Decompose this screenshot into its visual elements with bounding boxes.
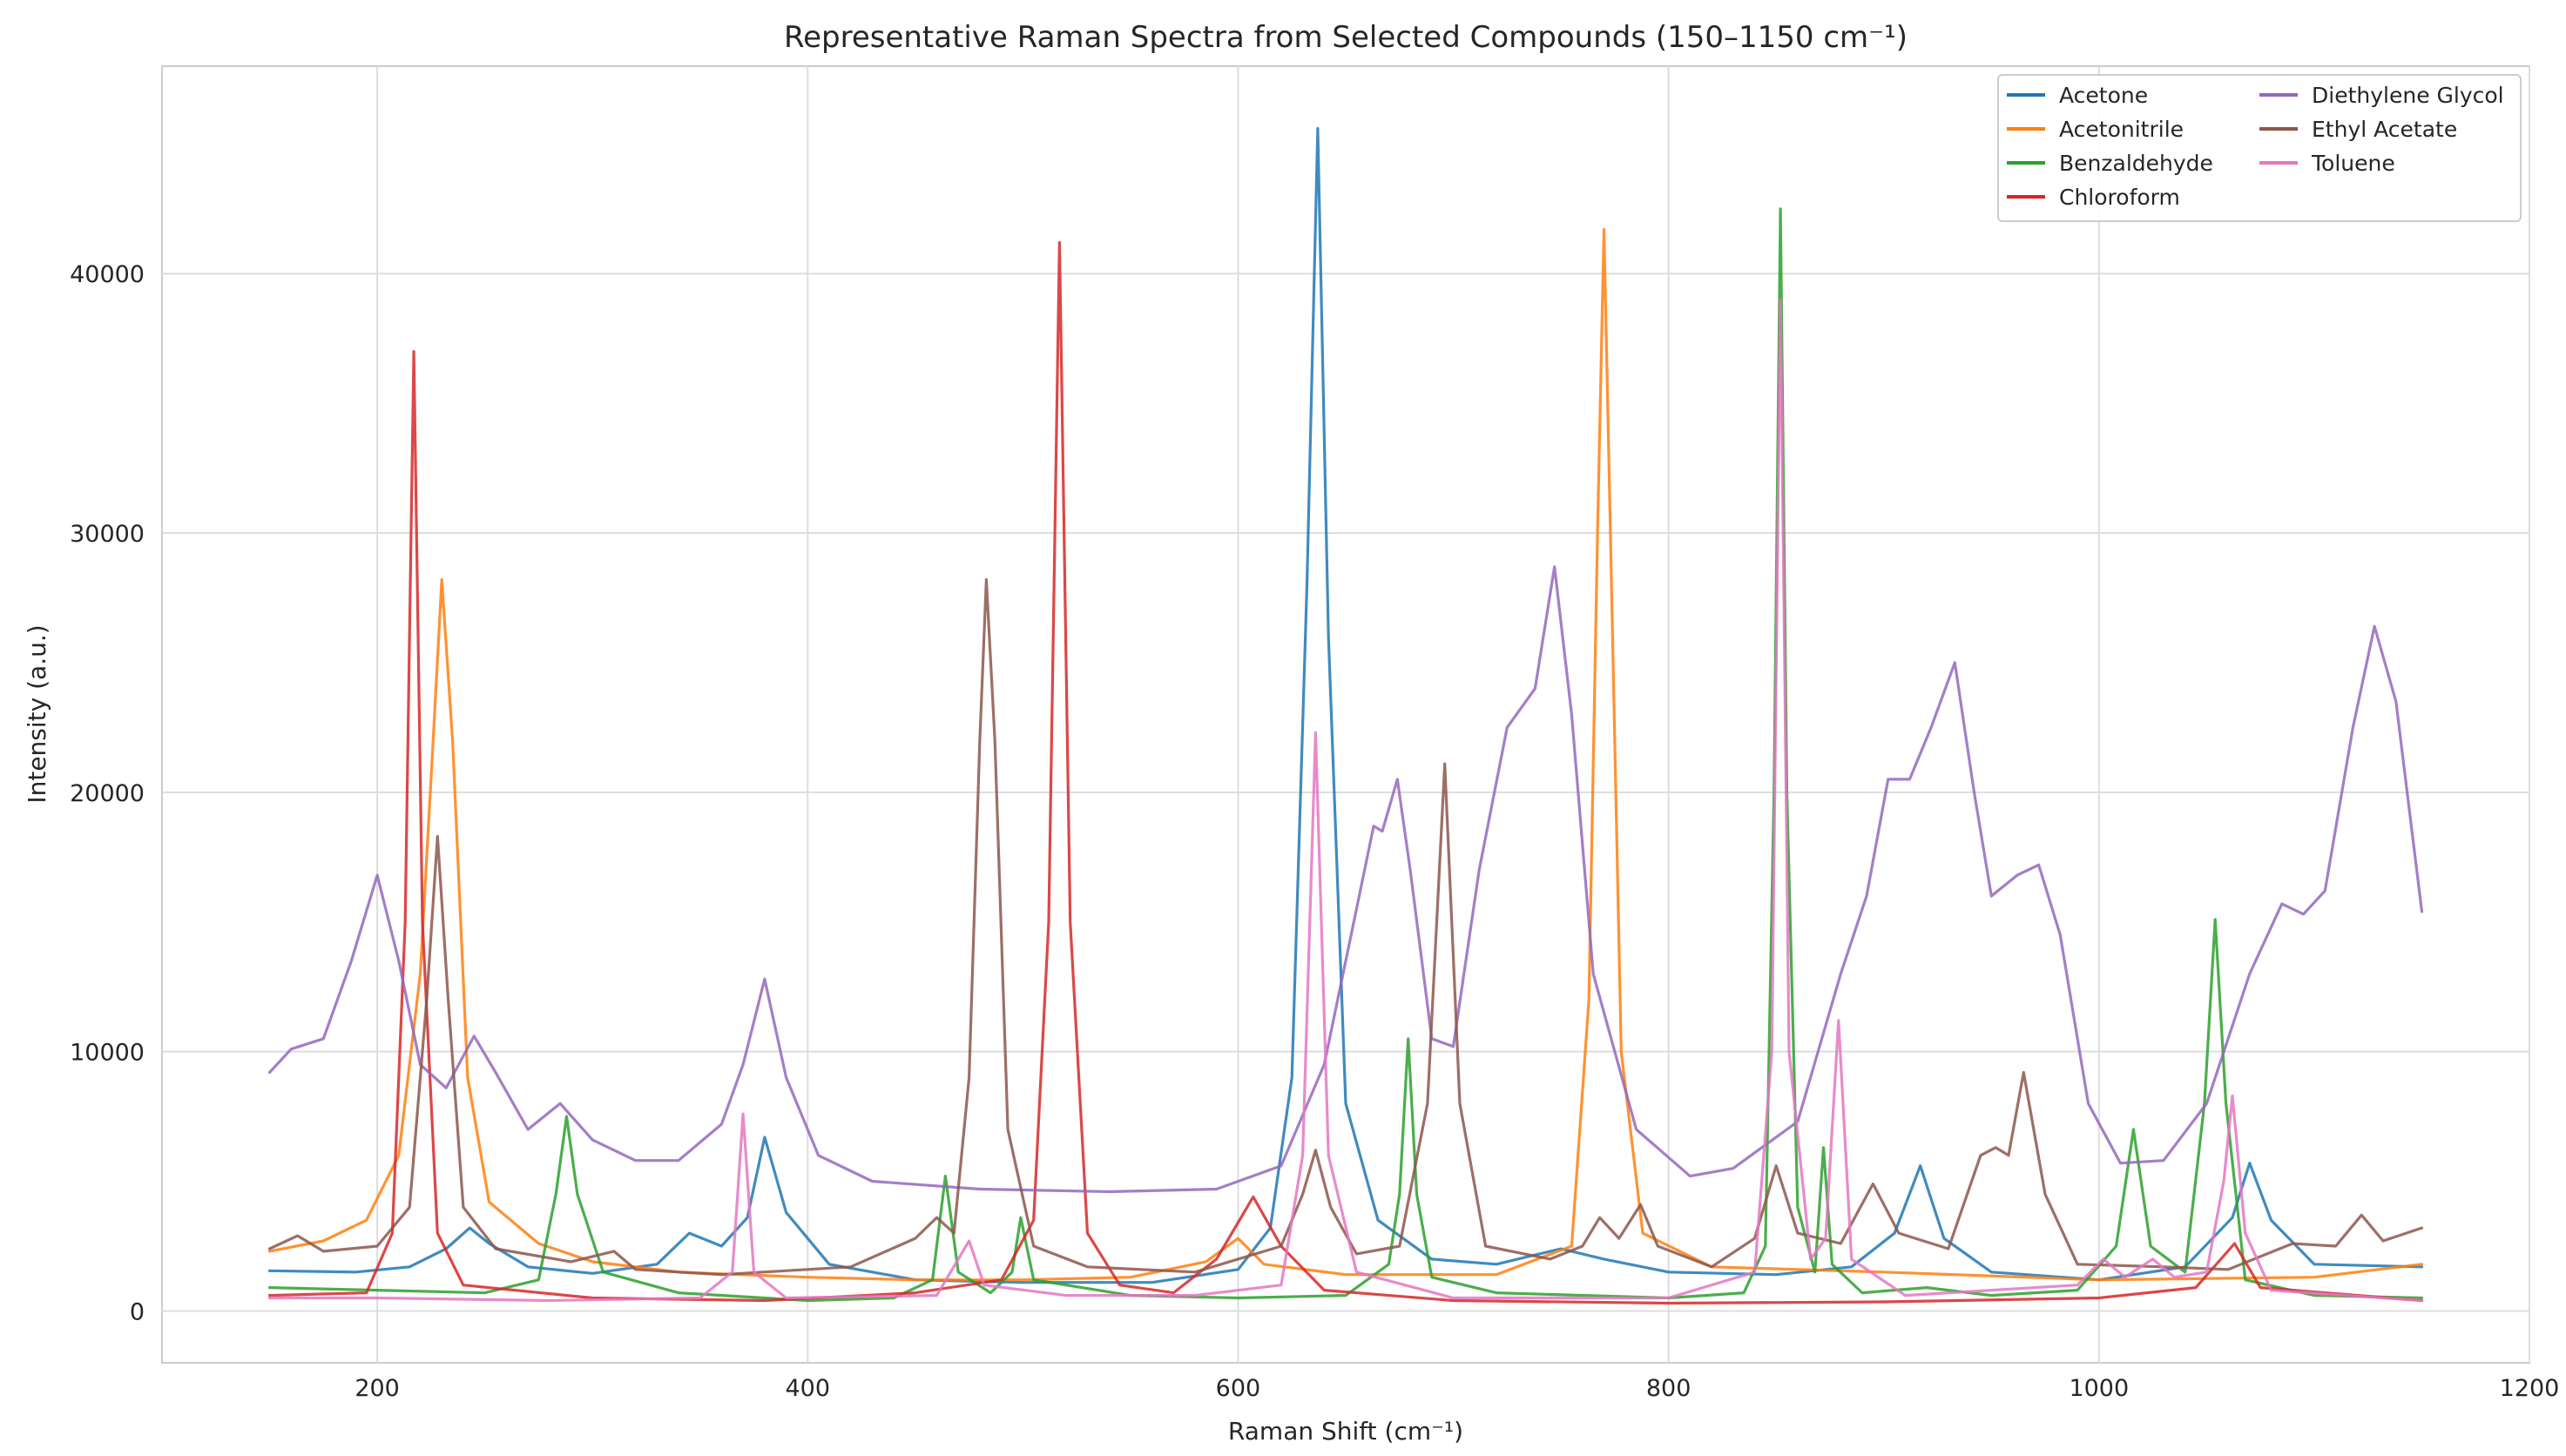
legend-label-diethylene-glycol: Diethylene Glycol (2312, 83, 2504, 108)
series-line-diethylene-glycol (267, 565, 2424, 1194)
legend-label-acetonitrile: Acetonitrile (2059, 117, 2184, 142)
y-tick-label: 20000 (70, 780, 145, 807)
y-tick-label: 0 (130, 1298, 145, 1325)
y-axis-label: Intensity (a.u.) (23, 624, 51, 803)
y-tick-label: 30000 (70, 521, 145, 548)
series-line-toluene (267, 298, 2424, 1303)
legend-label-benzaldehyde: Benzaldehyde (2059, 151, 2213, 176)
x-tick-label: 200 (355, 1375, 400, 1402)
chart-title: Representative Raman Spectra from Select… (784, 20, 1908, 55)
x-tick-label: 400 (785, 1375, 830, 1402)
legend-label-chloroform: Chloroform (2059, 185, 2180, 210)
legend-box (1997, 74, 2522, 222)
series-line-ethyl-acetate (267, 578, 2424, 1277)
legend: Acetone Acetonitrile Benzaldehyde Chlorofor… (1997, 74, 2522, 222)
grid-lines (162, 66, 2530, 1363)
plot-area (161, 65, 2530, 1364)
series-line-chloroform (267, 240, 2424, 1305)
x-tick-labels: 200 400 600 800 1000 1200 (355, 1375, 2559, 1402)
x-axis-label: Raman Shift (cm⁻¹) (1228, 1417, 1463, 1446)
series-lines (267, 126, 2424, 1305)
x-tick-label: 800 (1646, 1375, 1692, 1402)
legend-label-toluene: Toluene (2311, 151, 2395, 176)
y-tick-labels: 0 10000 20000 30000 40000 (70, 261, 145, 1325)
y-tick-label: 10000 (70, 1040, 145, 1067)
x-tick-label: 1200 (2500, 1375, 2560, 1402)
legend-label-ethyl-acetate: Ethyl Acetate (2312, 117, 2457, 142)
y-tick-label: 40000 (70, 261, 145, 288)
x-tick-label: 600 (1216, 1375, 1261, 1402)
legend-label-acetone: Acetone (2059, 83, 2148, 108)
series-line-benzaldehyde (267, 207, 2424, 1303)
x-tick-label: 1000 (2069, 1375, 2129, 1402)
